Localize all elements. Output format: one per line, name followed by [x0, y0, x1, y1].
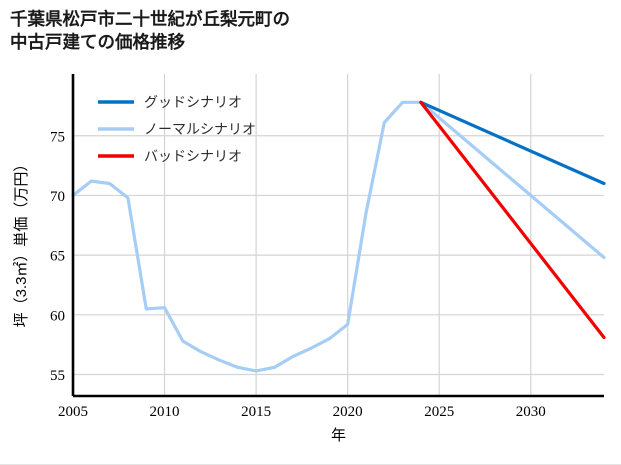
chart-title: 千葉県松戸市二十世紀が丘梨元町の 中古戸建ての価格推移	[10, 9, 290, 53]
axis-lines	[71, 74, 604, 398]
y-tick-label: 55	[50, 368, 65, 384]
x-tick-label: 2005	[58, 404, 88, 420]
series-line	[71, 100, 606, 373]
x-tick-label: 2030	[516, 404, 546, 420]
axis-tick-labels: 55 60 65 70 75 2005 2010 2015 2020 2025 2030	[50, 129, 546, 420]
x-tick-label: 2015	[241, 404, 271, 420]
axis-names: 年 坪（3.3㎡）単価（万円）	[13, 157, 346, 444]
data-series-layer	[71, 100, 606, 373]
legend-label: グッドシナリオ	[144, 94, 242, 110]
x-tick-label: 2020	[333, 404, 363, 420]
x-tick-label: 2010	[150, 404, 180, 420]
y-tick-label: 60	[50, 308, 65, 324]
x-axis-label: 年	[331, 427, 346, 444]
legend-label: バッドシナリオ	[144, 148, 242, 164]
y-tick-label: 70	[50, 189, 65, 205]
series-line	[419, 100, 606, 186]
legend-label: ノーマルシナリオ	[144, 121, 256, 137]
x-tick-label: 2025	[424, 404, 454, 420]
y-tick-label: 65	[50, 249, 65, 265]
y-axis-label: 坪（3.3㎡）単価（万円）	[13, 157, 30, 328]
y-tick-label: 75	[50, 129, 65, 145]
series-line	[419, 100, 606, 340]
